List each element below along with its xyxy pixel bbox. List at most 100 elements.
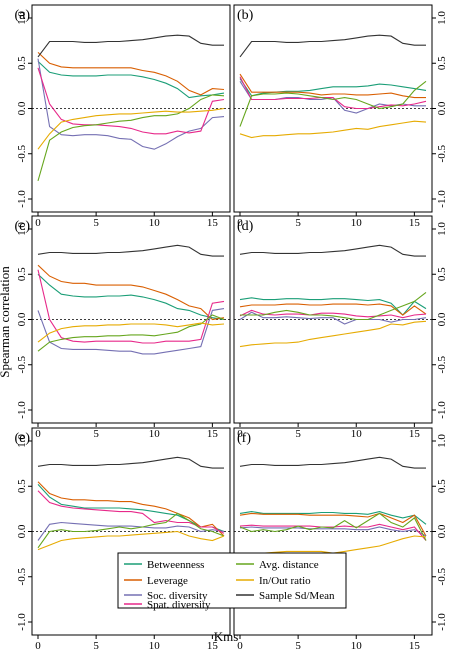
series-line-spat-diversity	[239, 523, 427, 541]
y-tick-label: -1.0	[436, 613, 448, 631]
legend-box	[117, 552, 347, 609]
y-axis-title: Spearman correlation	[0, 266, 12, 378]
legend-label: Soc. diversity	[147, 590, 208, 602]
series-line-spat-diversity	[37, 490, 225, 534]
panel-e: (e) -1.0 -0.5 0.0 0.5 1.0 0 5 10 15	[14, 427, 231, 649]
y-tick-label: 0.0	[436, 312, 448, 326]
y-tick-label: 1.0	[436, 434, 448, 448]
y-tick-label: -0.5	[16, 145, 28, 163]
series-line-spat-diversity	[239, 76, 427, 110]
series-line-betweenness	[239, 78, 427, 97]
series-line-avg-distance	[37, 314, 225, 352]
series-line-sample-sd-mean	[239, 34, 426, 58]
x-tick-label: 15	[207, 640, 219, 649]
y-tick-label: -1.0	[436, 401, 448, 419]
series-line-betweenness	[37, 484, 225, 533]
panel-label: (f)	[237, 431, 251, 446]
x-tick-label: 0	[35, 217, 41, 229]
legend-label: Leverage	[147, 575, 188, 587]
y-tick-label: 1.0	[16, 222, 28, 236]
series-line-betweenness	[239, 297, 427, 316]
panel-f: (f) -1.0 -0.5 0.0 0.5 1.0 0 5 10 15	[233, 427, 448, 649]
x-tick-label: 0	[237, 217, 243, 229]
y-tick-label: 0.0	[436, 524, 448, 538]
series-line-leverage	[37, 481, 225, 537]
panel-label: (b)	[237, 8, 254, 23]
series-line-leverage	[239, 512, 427, 537]
x-tick-label: 10	[351, 428, 363, 440]
series-line-avg-distance	[239, 512, 427, 541]
y-tick-label: 0.0	[436, 101, 448, 115]
series-line-spat-diversity	[37, 67, 225, 135]
y-tick-label: 1.0	[16, 434, 28, 448]
y-tick-label: 1.0	[436, 11, 448, 25]
x-tick-label: 5	[295, 428, 301, 440]
y-tick-label: 0.0	[16, 101, 28, 115]
y-tick-label: -0.5	[436, 568, 448, 586]
x-tick-label: 10	[351, 640, 363, 649]
y-tick-label: 0.5	[16, 479, 28, 493]
y-tick-label: 0.0	[16, 524, 28, 538]
series-line-in-out-ratio	[240, 535, 427, 555]
series-line-soc-diversity	[37, 521, 225, 541]
x-tick-label: 0	[237, 428, 243, 440]
series-line-spat-diversity	[239, 309, 427, 319]
panel-b: (b) -1.0 -0.5 0.0 0.5 1.0 0 5 10 15	[233, 4, 448, 229]
legend-label: Avg. distance	[259, 559, 319, 571]
series-line-sample-sd-mean	[239, 456, 426, 469]
y-tick-label: 0.5	[16, 267, 28, 281]
x-tick-label: 5	[295, 640, 301, 649]
series-line-soc-diversity	[239, 311, 427, 325]
series-line-in-out-ratio	[37, 107, 225, 150]
x-tick-label: 5	[93, 640, 99, 649]
series-line-leverage	[37, 51, 225, 96]
series-line-soc-diversity	[37, 308, 225, 355]
series-line-in-out-ratio	[239, 120, 427, 139]
x-axis-title: Kms	[214, 629, 239, 644]
x-tick-label: 15	[409, 217, 421, 229]
x-tick-label: 10	[149, 428, 161, 440]
y-tick-label: 0.5	[436, 56, 448, 70]
y-tick-label: 1.0	[436, 222, 448, 236]
series-line-sample-sd-mean	[37, 456, 224, 469]
x-tick-label: 15	[207, 217, 219, 229]
series-line-betweenness	[37, 60, 225, 99]
x-tick-label: 5	[93, 217, 99, 229]
series-line-soc-diversity	[239, 526, 427, 537]
y-tick-label: -0.5	[16, 356, 28, 374]
series-line-in-out-ratio	[239, 320, 427, 348]
x-tick-label: 0	[35, 640, 41, 649]
panel-label: (a)	[14, 8, 30, 23]
y-tick-label: -1.0	[436, 190, 448, 208]
x-tick-label: 15	[409, 428, 421, 440]
panel-label: (d)	[237, 219, 254, 234]
series-line-avg-distance	[239, 80, 427, 127]
y-tick-label: -1.0	[16, 613, 28, 631]
legend-label: Betweenness	[147, 559, 204, 571]
y-tick-label: -1.0	[16, 401, 28, 419]
series-line-leverage	[37, 264, 225, 321]
series-line-in-out-ratio	[37, 322, 225, 343]
x-tick-label: 10	[351, 217, 363, 229]
y-tick-label: -1.0	[16, 190, 28, 208]
legend-label: Spat. diversity	[147, 599, 211, 611]
y-tick-label: 0.0	[16, 312, 28, 326]
series-line-spat-diversity	[37, 269, 225, 344]
series-line-betweenness	[37, 273, 225, 321]
x-tick-label: 5	[295, 217, 301, 229]
x-tick-label: 15	[409, 640, 421, 649]
series-line-in-out-ratio	[37, 530, 225, 551]
y-tick-label: 0.5	[436, 479, 448, 493]
series-line-leverage	[239, 73, 426, 99]
x-tick-label: 0	[237, 640, 243, 649]
series-line-betweenness	[239, 511, 427, 525]
x-tick-label: 10	[149, 640, 161, 649]
series-line-sample-sd-mean	[37, 244, 224, 257]
series-line-sample-sd-mean	[37, 34, 224, 58]
y-tick-label: -0.5	[16, 568, 28, 586]
y-tick-label: 0.5	[16, 56, 28, 70]
panel-d: (d) -1.0 -0.5 0.0 0.5 1.0 0 5 10 15	[233, 215, 448, 440]
panel-label: (e)	[14, 431, 30, 446]
y-tick-label: 1.0	[16, 11, 28, 25]
